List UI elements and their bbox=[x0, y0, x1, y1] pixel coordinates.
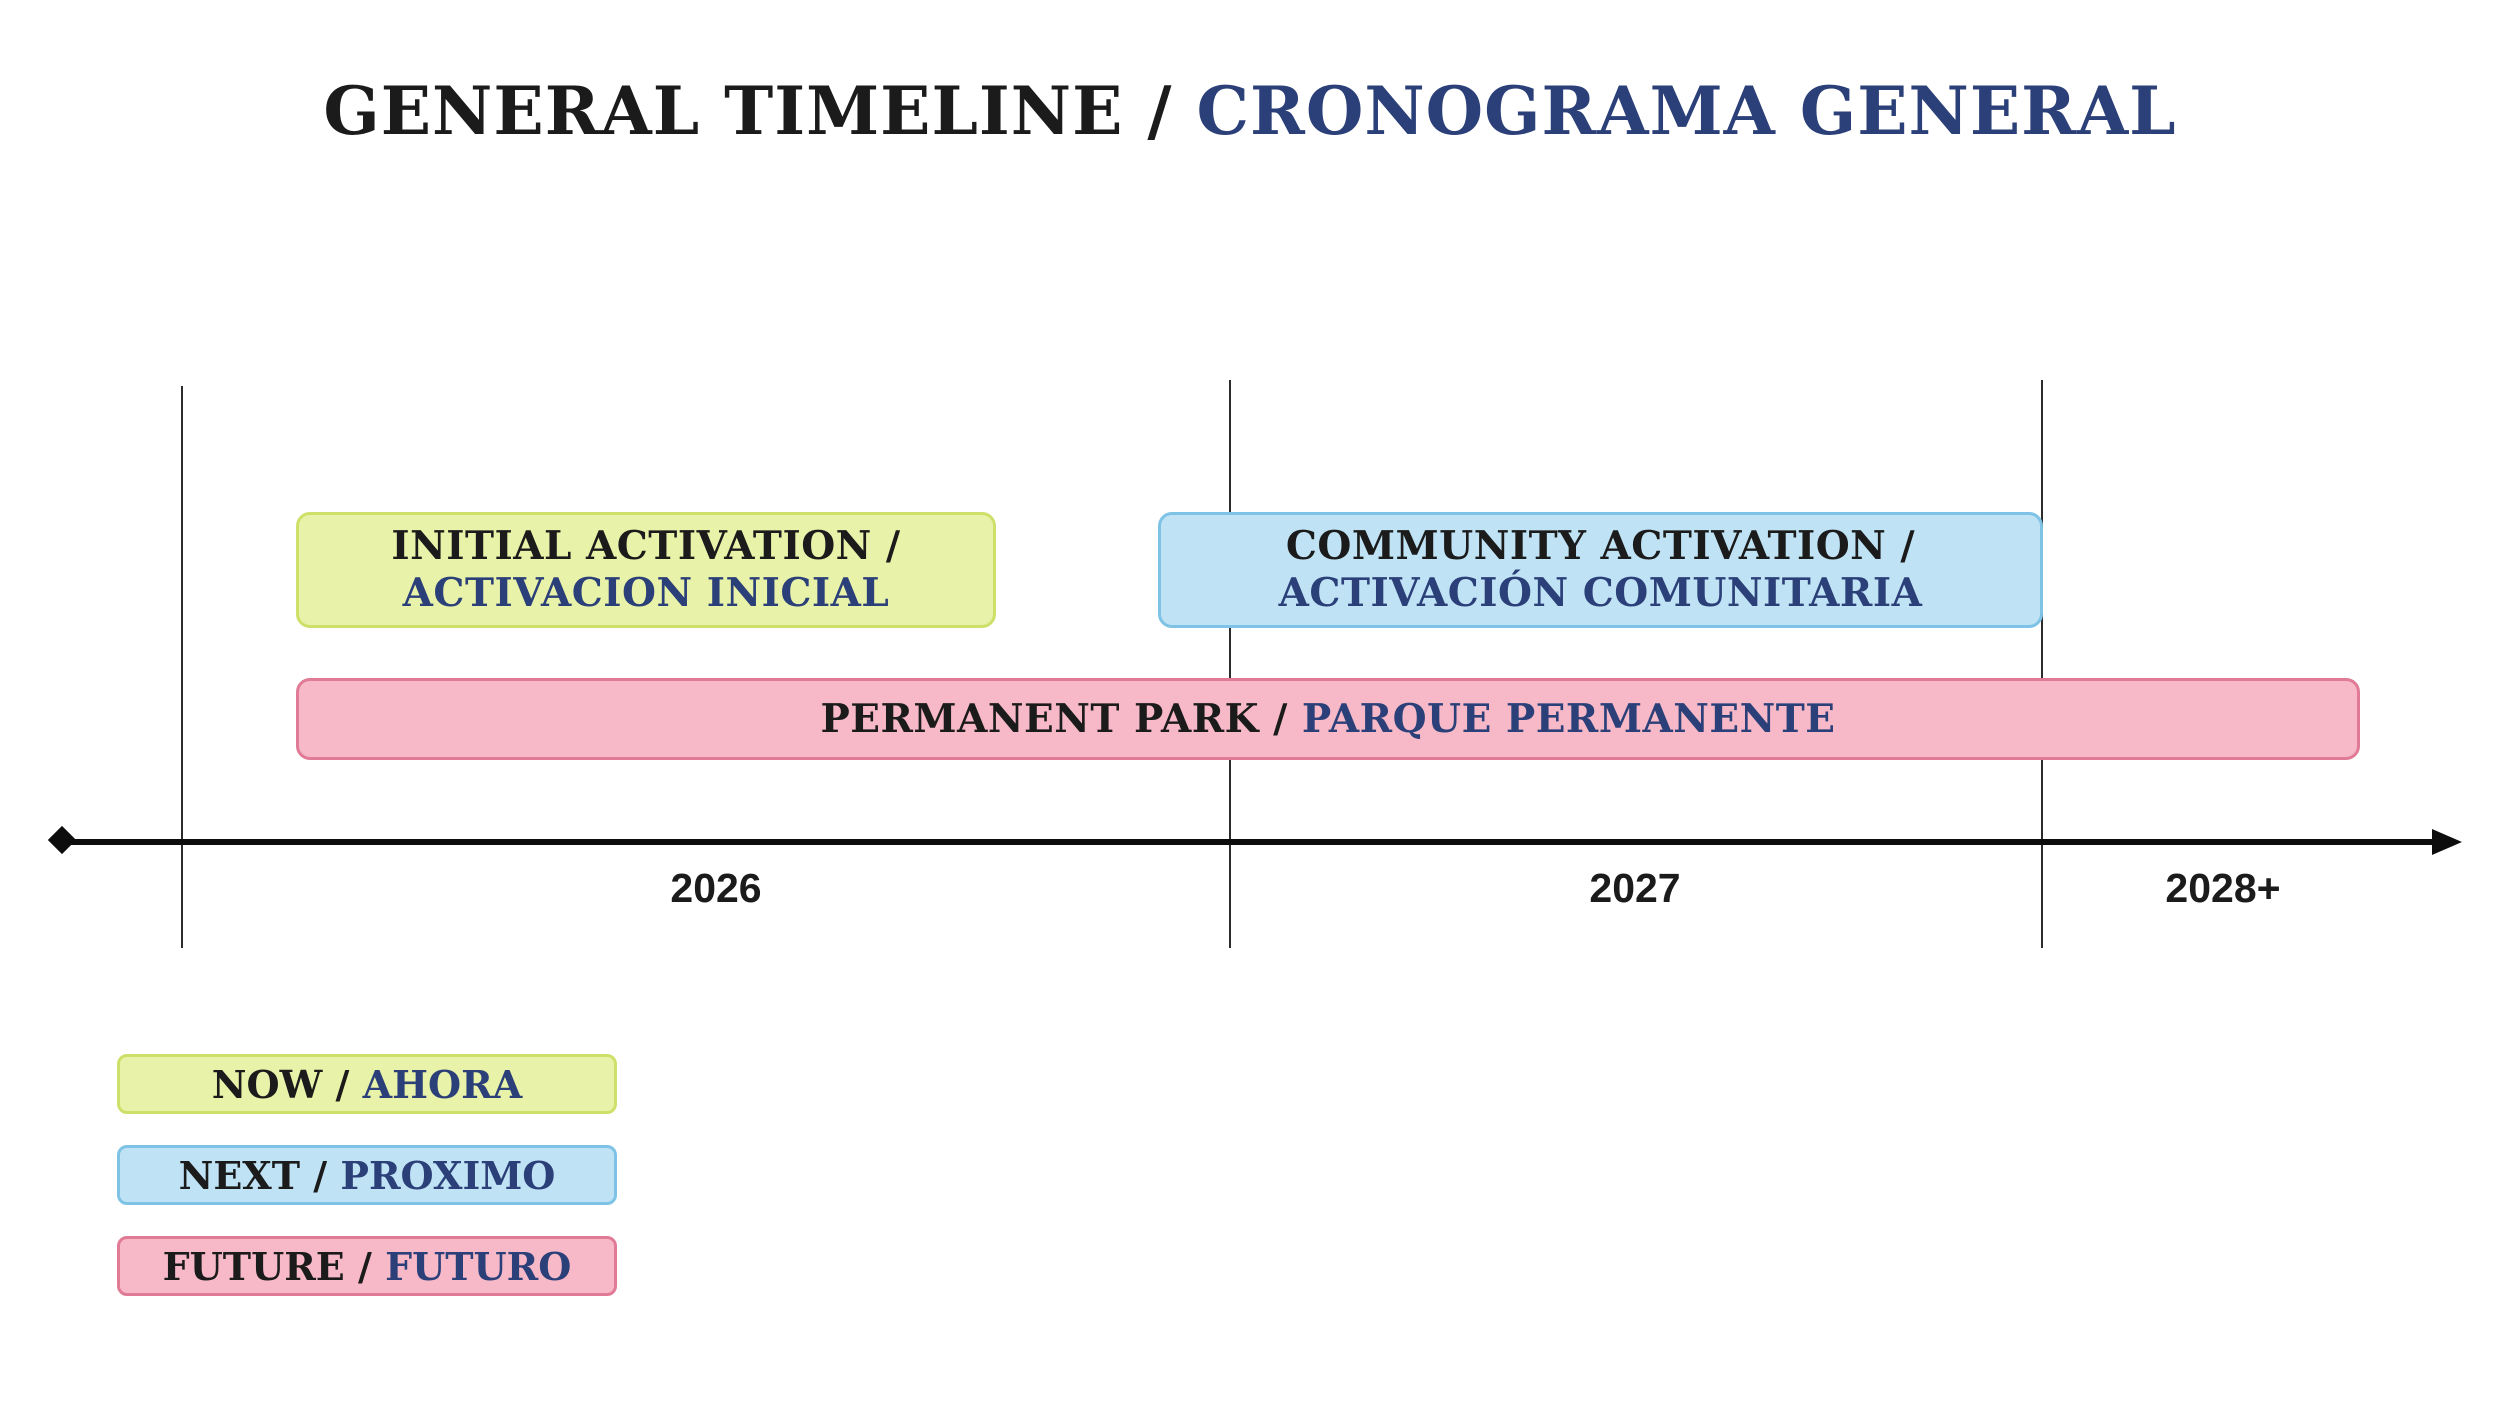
phase-label-spanish: ACTIVACIÓN COMUNITARIA bbox=[1278, 570, 1923, 616]
phase-bar-community-activation: COMMUNITY ACTIVATION / ACTIVACIÓN COMUNI… bbox=[1158, 512, 2043, 628]
phase-label-english: INITIAL ACTIVATION / bbox=[391, 523, 901, 570]
year-label-2028: 2028+ bbox=[2165, 865, 2281, 911]
divider-line-2027-2028 bbox=[2041, 380, 2043, 948]
title-english: GENERAL TIMELINE / bbox=[323, 72, 1173, 150]
timeline-axis bbox=[62, 839, 2447, 845]
axis-arrow-icon bbox=[2432, 829, 2462, 855]
legend-label-spanish: AHORA bbox=[362, 1061, 523, 1107]
phase-label-english: PERMANENT PARK / bbox=[820, 695, 1288, 742]
page-title: GENERAL TIMELINE / CRONOGRAMA GENERAL bbox=[0, 78, 2500, 144]
divider-line-start bbox=[181, 386, 183, 948]
phase-label-spanish: PARQUE PERMANENTE bbox=[1301, 695, 1836, 742]
legend-label-spanish: FUTURO bbox=[385, 1243, 572, 1289]
title-spanish: CRONOGRAMA GENERAL bbox=[1196, 72, 2177, 150]
axis-start-diamond bbox=[47, 825, 77, 855]
year-label-2026: 2026 bbox=[670, 865, 762, 911]
legend-label-spanish: PROXIMO bbox=[340, 1152, 556, 1198]
phase-label-spanish: ACTIVACION INICIAL bbox=[402, 570, 890, 616]
legend-item-future: FUTURE / FUTURO bbox=[117, 1236, 617, 1296]
legend-label-english: FUTURE / bbox=[162, 1243, 372, 1289]
year-label-2027: 2027 bbox=[1589, 865, 1681, 911]
phase-label-english: COMMUNITY ACTIVATION / bbox=[1285, 523, 1916, 570]
divider-line-2026-2027 bbox=[1229, 380, 1231, 948]
legend-label-english: NEXT / bbox=[178, 1152, 328, 1198]
legend-item-next: NEXT / PROXIMO bbox=[117, 1145, 617, 1205]
phase-label: PERMANENT PARK / PARQUE PERMANENTE bbox=[820, 696, 1835, 743]
phase-bar-initial-activation: INITIAL ACTIVATION / ACTIVACION INICIAL bbox=[296, 512, 996, 628]
legend-item-now: NOW / AHORA bbox=[117, 1054, 617, 1114]
legend-label-english: NOW / bbox=[211, 1061, 350, 1107]
phase-bar-permanent-park: PERMANENT PARK / PARQUE PERMANENTE bbox=[296, 678, 2360, 760]
